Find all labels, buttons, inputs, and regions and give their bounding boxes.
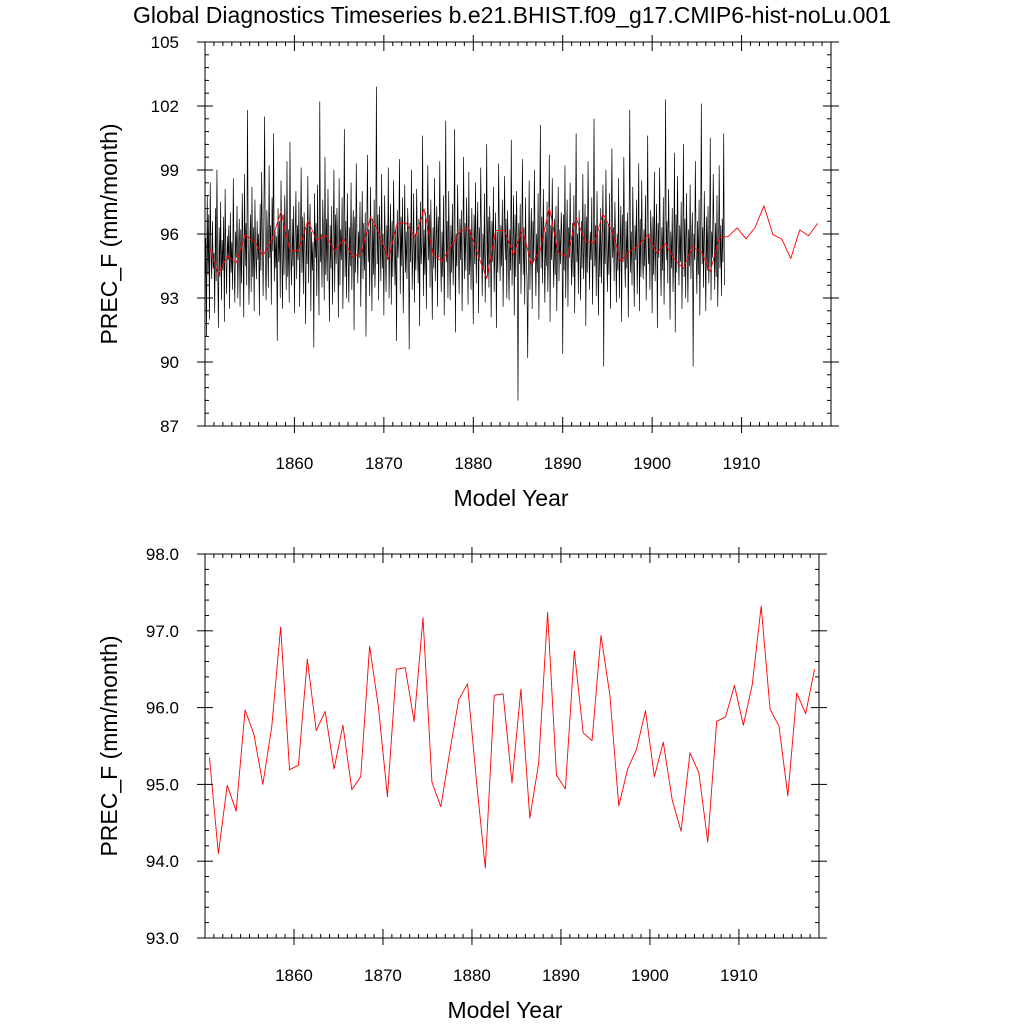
y-tick-label: 98.0	[146, 545, 179, 564]
x-tick-label: 1870	[365, 454, 403, 473]
x-axis-label: Model Year	[453, 485, 568, 511]
y-tick-label: 93.0	[146, 929, 179, 948]
x-tick-label: 1860	[276, 454, 314, 473]
x-tick-label: 1900	[631, 966, 669, 985]
x-tick-label: 1910	[723, 454, 761, 473]
y-tick-label: 93	[160, 289, 179, 308]
x-axis-label: Model Year	[447, 997, 562, 1023]
annual-mean-line-panel-0	[209, 205, 818, 280]
y-tick-label: 102	[151, 97, 179, 116]
x-tick-label: 1860	[275, 966, 313, 985]
annual-mean-line-panel-1	[209, 605, 815, 869]
x-tick-label: 1890	[542, 966, 580, 985]
plot-frame	[204, 553, 820, 939]
monthly-series-line-panel-0	[204, 86, 725, 401]
x-tick-label: 1880	[453, 966, 491, 985]
y-axis-label: PREC_F (mm/month)	[96, 123, 122, 344]
y-tick-label: 99	[160, 161, 179, 180]
x-tick-label: 1890	[544, 454, 582, 473]
x-tick-label: 1900	[633, 454, 671, 473]
y-tick-label: 105	[151, 33, 179, 52]
x-tick-label: 1880	[454, 454, 492, 473]
y-tick-label: 90	[160, 353, 179, 372]
x-tick-label: 1910	[720, 966, 758, 985]
y-tick-label: 96.0	[146, 699, 179, 718]
y-tick-label: 87	[160, 417, 179, 436]
y-tick-label: 94.0	[146, 852, 179, 871]
chart-title: Global Diagnostics Timeseries b.e21.BHIS…	[132, 2, 892, 28]
y-tick-label: 95.0	[146, 775, 179, 794]
y-axis-label: PREC_F (mm/month)	[96, 635, 122, 856]
x-tick-label: 1870	[364, 966, 402, 985]
y-tick-label: 97.0	[146, 622, 179, 641]
y-tick-label: 96	[160, 225, 179, 244]
